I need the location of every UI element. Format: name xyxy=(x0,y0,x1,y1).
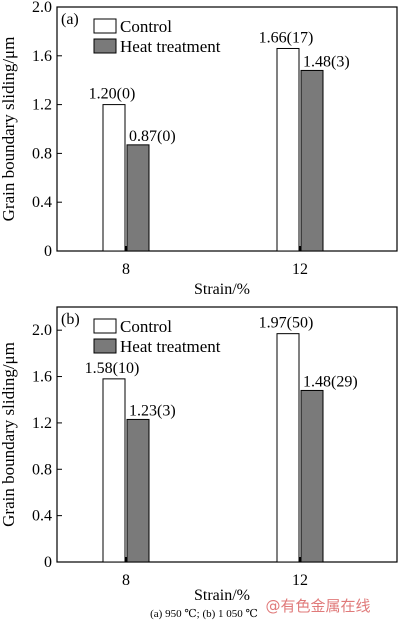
figure-caption: (a) 950 ℃; (b) 1 050 ℃ xyxy=(150,608,258,620)
panel-b-y-tick-label: 0.4 xyxy=(32,508,52,525)
panel-a-y-tick-label: 0 xyxy=(44,243,52,260)
panel-a-bar xyxy=(276,47,300,252)
panel-b-bar xyxy=(126,418,150,563)
panel-b-legend-swatch xyxy=(93,318,117,334)
panel-a-x-tick-label: 8 xyxy=(122,261,130,278)
panel-b-data-label: 1.48(29) xyxy=(303,373,358,390)
panel-a-y-tick-label: 0.4 xyxy=(32,194,52,211)
panel-b-x-tick-label: 8 xyxy=(122,572,130,589)
panel-b-y-tick-label: 2.0 xyxy=(32,322,52,339)
panel-a-x-tick-label: 12 xyxy=(292,261,308,278)
panel-a-bar xyxy=(102,104,126,252)
panel-b-y-axis-label: Grain boundary sliding/μm xyxy=(0,342,18,527)
watermark: @有色金属在线 xyxy=(265,597,370,615)
panel-a-legend-swatch xyxy=(93,18,117,34)
panel-b-legend-label: Heat treatment xyxy=(120,337,221,356)
panel-a-bar xyxy=(300,69,324,252)
panel-a-panel-label: (a) xyxy=(61,11,79,28)
panel-b-data-label: 1.23(3) xyxy=(129,402,176,419)
panel-b-data-label: 1.97(50) xyxy=(259,315,314,332)
panel-b-y-tick-label: 1.2 xyxy=(32,415,52,432)
panel-a-y-tick-label: 1.6 xyxy=(32,48,52,65)
panel-a-chart: 0 0.4 0.8 1.2 1.6 2.0 8 12 1.20(0) 1.66(17) 0.87(0… xyxy=(0,0,398,298)
panel-b-x-axis-label: Strain/% xyxy=(194,587,250,604)
panel-b-x-tick-label: 12 xyxy=(292,572,308,589)
panel-b-legend-swatch xyxy=(93,338,117,354)
panel-a-y-axis-label: Grain boundary sliding/μm xyxy=(0,37,18,222)
panel-a-data-label: 1.66(17) xyxy=(259,29,314,46)
panel-a-y-tick-label: 2.0 xyxy=(32,0,52,16)
panel-b-data-label: 1.58(10) xyxy=(85,360,140,377)
panel-a-y-tick-label: 1.2 xyxy=(32,97,52,114)
panel-a-legend-label: Control xyxy=(120,17,172,36)
panel-b-y-tick-label: 1.6 xyxy=(32,369,52,386)
panel-a-bar xyxy=(126,144,150,252)
panel-a-plot-frame xyxy=(56,6,398,252)
panel-b-panel-label: (b) xyxy=(61,311,80,328)
panel-b-bar xyxy=(102,378,126,563)
panel-b-bar xyxy=(300,389,324,563)
panel-b-bar xyxy=(276,333,300,563)
panel-b-y-tick-label: 0 xyxy=(44,554,52,571)
panel-a-x-axis-label: Strain/% xyxy=(194,281,250,298)
panel-a-y-tick-label: 0.8 xyxy=(32,145,52,162)
panel-b-chart: 0 0.4 0.8 1.2 1.6 2.0 8 12 1.58(10) 1.97(50) 1.23(… xyxy=(0,306,398,604)
panel-b-y-tick-label: 0.8 xyxy=(32,461,52,478)
panel-a-data-label: 1.20(0) xyxy=(89,86,136,103)
panel-a-legend-swatch xyxy=(93,38,117,54)
panel-b-legend-label: Control xyxy=(120,317,172,336)
panel-a-data-label: 1.48(3) xyxy=(303,53,350,70)
panel-b-plot-frame xyxy=(56,306,398,563)
panel-a-data-label: 0.87(0) xyxy=(129,128,176,145)
panel-a-legend-label: Heat treatment xyxy=(120,37,221,56)
